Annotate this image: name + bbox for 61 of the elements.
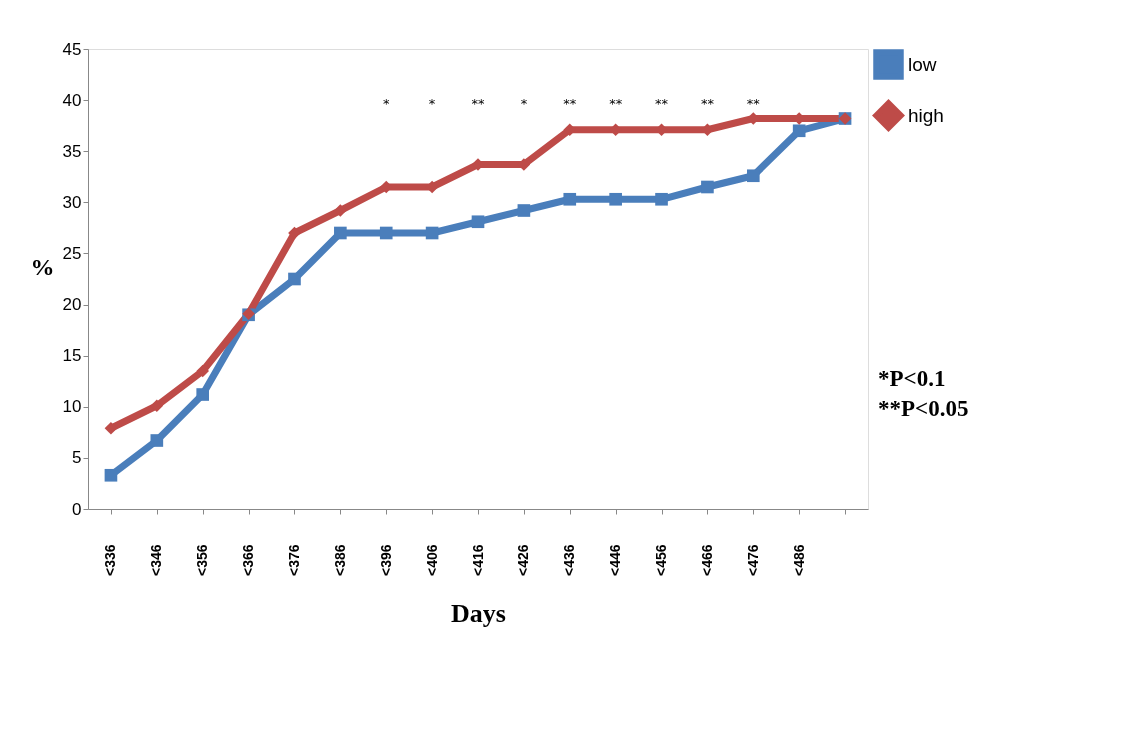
- y-tick-label: 25: [62, 243, 82, 263]
- x-tick-label: <426: [515, 544, 532, 577]
- point: [196, 388, 210, 401]
- x-tick-label: <406: [423, 544, 440, 577]
- point: [150, 399, 164, 413]
- x-tick-label: <446: [607, 544, 624, 577]
- legend-label: low: [908, 53, 937, 75]
- point: [104, 468, 118, 482]
- point: [104, 421, 118, 435]
- point: [746, 169, 760, 183]
- x-tick-label: <386: [331, 544, 348, 577]
- y-tick-label: 15: [62, 346, 82, 366]
- x-tick-label: <346: [148, 544, 165, 577]
- text: **P<0.05: [878, 396, 969, 421]
- annotation: *: [520, 96, 528, 111]
- x-tick-label: <356: [194, 544, 211, 577]
- x-tick-label: <476: [744, 544, 761, 577]
- x-tick-label: <486: [790, 544, 807, 577]
- x-tick-label: <376: [285, 544, 302, 577]
- y-tick-label: 35: [62, 141, 82, 161]
- legend-label: high: [908, 104, 944, 126]
- point: [563, 192, 577, 206]
- point: [334, 226, 347, 240]
- annotation: **: [471, 96, 485, 111]
- x-tick-label: <366: [240, 544, 257, 577]
- x-tick-label: <456: [653, 544, 670, 577]
- annotation: **: [700, 96, 715, 111]
- point: [379, 226, 393, 240]
- y-tick-label: 40: [62, 90, 82, 110]
- point: [701, 180, 714, 194]
- x-tick-label: <336: [102, 544, 119, 577]
- point: [334, 204, 347, 217]
- y-tick-label: 5: [72, 448, 82, 468]
- x-tick-label: <416: [469, 544, 486, 577]
- point: [471, 215, 485, 229]
- x-axis-title: Days: [451, 599, 506, 629]
- point: [792, 124, 806, 138]
- y-tick-label: 20: [62, 295, 82, 315]
- point: [288, 226, 301, 240]
- annotation: *: [382, 96, 390, 111]
- annotation: **: [609, 96, 623, 111]
- point: [655, 192, 668, 206]
- annotation: **: [655, 96, 669, 111]
- y-tick-label: 30: [62, 192, 82, 212]
- x-tick-label: <466: [698, 544, 715, 577]
- x-tick-label: <436: [561, 544, 578, 577]
- point: [150, 434, 164, 447]
- y-axis-title: %: [30, 253, 55, 280]
- point: [425, 226, 439, 240]
- annotation: **: [563, 96, 577, 111]
- y-tick-label: 10: [62, 397, 82, 417]
- annotation: **: [746, 96, 761, 111]
- text: *P<0.1: [878, 366, 946, 391]
- y-tick-label: 45: [62, 39, 82, 59]
- point: [609, 192, 622, 206]
- x-tick-label: <396: [377, 544, 394, 577]
- point: [288, 272, 301, 286]
- y-tick-label: 0: [72, 499, 82, 519]
- point: [196, 364, 210, 378]
- annotation: *: [428, 96, 436, 111]
- point: [517, 204, 531, 217]
